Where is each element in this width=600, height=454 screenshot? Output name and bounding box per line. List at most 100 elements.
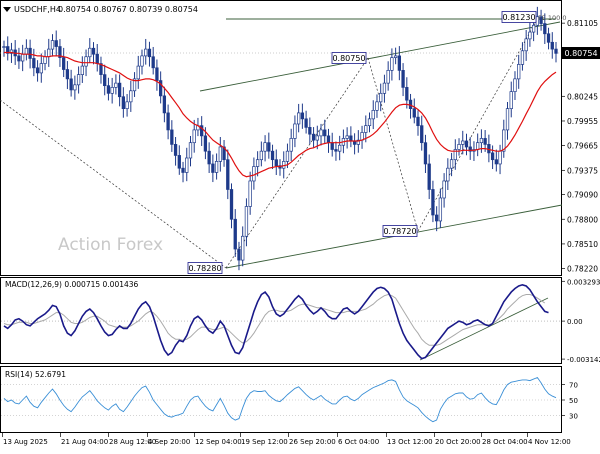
time-tick-label: 13 Oct 12:00 [387,438,433,446]
macd-layer: 0.003293 0.00 -0.003142 [1,278,600,364]
candle-body [539,16,543,24]
rsi-panel-frame [0,366,562,433]
candle-body [185,157,189,173]
candle [255,151,260,177]
main-panel-frame [0,0,562,276]
candle-body [453,149,457,161]
candle-body [158,80,163,97]
candle [214,153,219,180]
candle-body [360,132,364,141]
candle-body [233,218,237,250]
candle-body [151,56,155,69]
macd-trendline [419,297,549,361]
candle [192,119,196,153]
candle-body [405,87,409,101]
candle [117,74,122,107]
candle [237,241,241,271]
candle-body [9,49,14,54]
candle-body [401,70,405,88]
candle [200,116,204,146]
candle-body [464,140,469,148]
candle [449,152,454,177]
candle-body [338,144,342,152]
price-tick-label: 0.78220 [567,265,598,274]
candle [375,94,379,118]
candle [62,47,66,78]
candle [345,127,349,149]
candle-body [200,125,204,137]
candle [233,209,237,257]
candle-body [517,64,521,80]
candle [17,47,21,69]
rsi-line [3,376,557,423]
candle-body [311,133,316,141]
candle-body [181,167,185,173]
candle-body [244,206,249,237]
candle [65,61,70,90]
candle [50,34,55,57]
candle [188,135,193,167]
candle [401,63,405,97]
candle-body [289,138,293,152]
candle-body [446,167,450,182]
candle [136,55,140,89]
candle [371,100,375,130]
candle [185,147,189,182]
candle [379,83,383,112]
candle [446,158,450,190]
candle [554,41,558,63]
candle [509,81,513,118]
candle-body [479,138,484,144]
fe-label: FE 100.0 [538,14,567,22]
candle-body [427,163,431,190]
candle-body [32,58,36,69]
candle [326,128,331,153]
annotation-label: 0.78280 [188,264,221,273]
candle-body [468,146,472,152]
candle-body [207,150,211,165]
candle-body [520,50,525,65]
candle [39,53,43,83]
candle-body [498,150,502,165]
candle-body [386,70,390,84]
candle-body [226,159,230,190]
current-price-label: 0.80754 [564,49,597,58]
candle [24,39,29,61]
annotation-box [331,52,367,64]
candle-body [28,47,32,59]
candle [218,136,222,172]
candle [2,40,6,57]
candle-body [99,63,103,75]
annotation-layer: 0.78280 0.80750 0.78720 0.81230 FE 100.0 [187,11,567,274]
candle-body [308,127,312,135]
candle-body [84,56,88,67]
candle [129,80,133,112]
candle [546,27,551,50]
candle-body [114,82,118,88]
time-axis: 13 Aug 2025 21 Aug 04:00 28 Aug 12:004 Sep… [2,433,571,446]
candle [110,77,114,104]
macd-panel-frame [0,277,562,364]
swing-connector-3 [367,57,419,232]
candle-body [293,123,297,139]
candle [132,72,137,97]
candle [73,75,77,100]
candle-body [237,248,241,261]
candle-body [252,166,256,182]
time-tick-label: 13 Aug 2025 [3,438,48,446]
candle-body [330,142,334,150]
candle-body [62,57,66,70]
candle [427,154,431,200]
candle [207,142,211,173]
price-tick-label: 0.78800 [567,215,598,224]
candle-body [177,155,181,169]
candle [408,93,413,119]
candle [352,133,357,155]
candle-body [259,150,264,161]
candle [405,77,409,109]
candle [244,198,249,247]
candle-body [502,129,506,152]
time-tick-label: 12 Sep 04:00 [195,438,242,446]
annotation-box [187,262,223,274]
